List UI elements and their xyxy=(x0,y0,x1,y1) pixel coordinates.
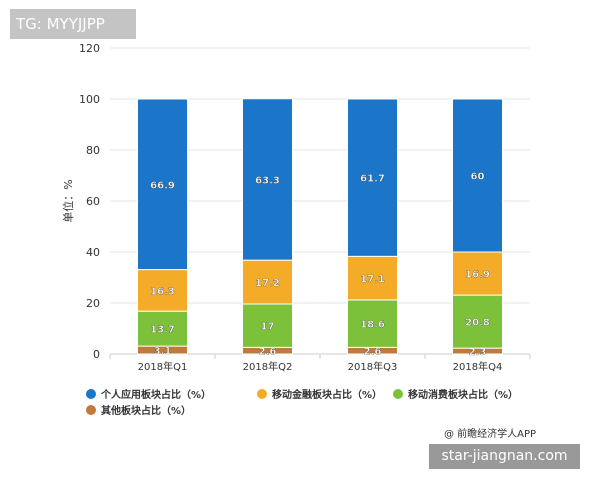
data-label-finance: 16.3 xyxy=(150,286,175,297)
x-tick-label: 2018年Q1 xyxy=(138,360,188,373)
tag-label: TG: MYYJJPP xyxy=(10,9,136,39)
site-watermark-label: star-jiangnan.com xyxy=(429,444,580,469)
x-tick-label: 2018年Q2 xyxy=(243,360,293,373)
data-label-other: 3.1 xyxy=(154,346,172,357)
y-tick-label: 80 xyxy=(86,144,100,157)
data-label-personal: 60 xyxy=(471,172,485,183)
data-label-finance: 17.1 xyxy=(360,274,385,285)
legend-marker-personal xyxy=(86,389,96,399)
data-label-personal: 61.7 xyxy=(360,174,385,185)
y-tick-label: 120 xyxy=(79,42,100,55)
bar-segment-personal xyxy=(137,98,188,271)
y-tick-label: 100 xyxy=(79,93,100,106)
y-tick-label: 0 xyxy=(93,348,100,361)
data-label-finance: 17.2 xyxy=(255,278,280,289)
legend-marker-other xyxy=(86,405,96,415)
data-label-consumer: 20.8 xyxy=(465,318,490,329)
legend-label-other: 其他板块占比（%） xyxy=(101,404,191,417)
y-tick-label: 40 xyxy=(86,246,100,259)
legend-label-consumer: 移动消费板块占比（%） xyxy=(408,388,518,401)
data-label-other: 2.6 xyxy=(259,347,277,358)
bar-segment-consumer xyxy=(452,294,503,349)
source-credit: @ 前瞻经济学人APP xyxy=(444,429,537,440)
y-tick-label: 60 xyxy=(86,195,100,208)
data-label-consumer: 18.6 xyxy=(360,320,385,331)
data-label-personal: 66.9 xyxy=(150,180,175,191)
bar-segment-personal xyxy=(242,98,293,261)
data-label-other: 2.6 xyxy=(364,347,382,358)
bar-segment-personal xyxy=(347,98,398,257)
legend-marker-finance xyxy=(257,389,267,399)
legend-label-finance: 移动金融板块占比（%） xyxy=(272,388,382,401)
bar-segment-consumer xyxy=(242,303,293,348)
y-tick-label: 20 xyxy=(86,297,100,310)
legend-label-personal: 个人应用板块占比（%） xyxy=(100,388,211,401)
data-label-personal: 63.3 xyxy=(255,175,280,186)
bar-segment-finance xyxy=(137,269,188,312)
x-tick-label: 2018年Q4 xyxy=(453,360,503,373)
legend-marker-consumer xyxy=(393,389,403,399)
data-label-finance: 16.9 xyxy=(465,270,490,281)
data-label-consumer: 17 xyxy=(261,322,275,333)
x-tick-label: 2018年Q3 xyxy=(348,360,398,373)
bar-segment-personal xyxy=(452,98,503,253)
data-label-consumer: 13.7 xyxy=(150,325,175,336)
bar-segment-finance xyxy=(347,255,398,301)
data-label-other: 2.3 xyxy=(469,347,487,358)
y-axis-label: 单位：% xyxy=(61,179,75,222)
